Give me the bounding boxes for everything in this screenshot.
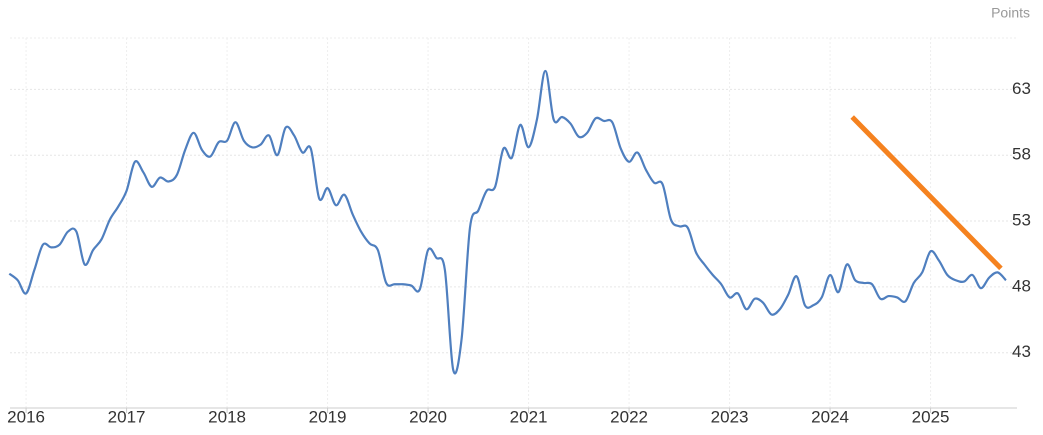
y-tick-label: 58 [1012,145,1031,164]
y-tick-label: 63 [1012,79,1031,98]
trend-line [850,115,1003,271]
x-tick-label: 2021 [510,407,548,426]
y-tick-label: 53 [1012,211,1031,230]
x-tick-label: 2017 [108,407,146,426]
y-tick-label: 43 [1012,342,1031,361]
data-line [8,69,1007,375]
x-tick-label: 2020 [409,407,447,426]
x-tick-label: 2025 [912,407,950,426]
x-tick-label: 2016 [7,407,45,426]
y-tick-label: 48 [1012,276,1031,295]
unit-label: Points [991,5,1030,21]
x-tick-label: 2018 [208,407,246,426]
x-tick-label: 2023 [711,407,749,426]
x-tick-label: 2022 [610,407,648,426]
x-tick-label: 2019 [309,407,347,426]
x-tick-label: 2024 [811,407,849,426]
